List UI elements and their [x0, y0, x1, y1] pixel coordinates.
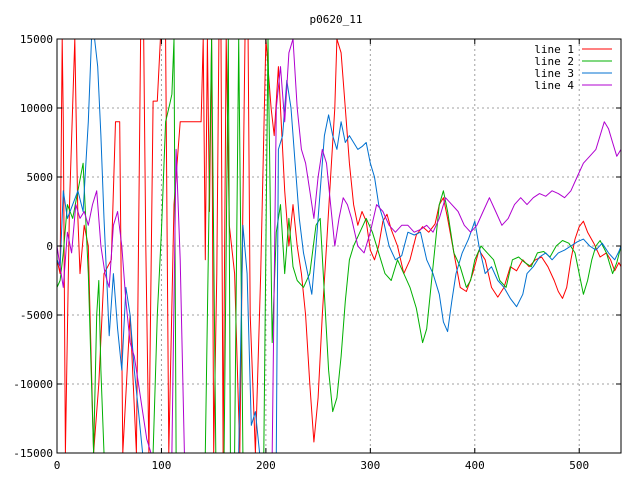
series-layer — [57, 39, 621, 453]
legend-label-2: line 2 — [534, 55, 574, 68]
x-tick-label: 100 — [152, 459, 172, 472]
y-tick-label: -5000 — [20, 309, 53, 322]
legend-label-1: line 1 — [534, 43, 574, 56]
y-tick-label: -10000 — [13, 378, 53, 391]
chart-title: p0620_11 — [310, 13, 363, 26]
series-line-2 — [57, 39, 621, 453]
legend-label-4: line 4 — [534, 79, 574, 92]
x-tick-label: 500 — [569, 459, 589, 472]
x-tick-label: 0 — [54, 459, 61, 472]
y-tick-label: 0 — [46, 240, 53, 253]
series-line-4 — [57, 39, 621, 453]
x-tick-label: 300 — [360, 459, 380, 472]
y-tick-label: 5000 — [27, 171, 54, 184]
y-tick-label: -15000 — [13, 447, 53, 460]
x-tick-label: 200 — [256, 459, 276, 472]
legend-label-3: line 3 — [534, 67, 574, 80]
series-line-3 — [57, 39, 621, 453]
grid-lines — [57, 39, 621, 453]
axes: 0 100 200 300 400 500 -15000 -10000 -5000 0 5000 10… — [13, 33, 621, 472]
y-tick-label: 15000 — [20, 33, 53, 46]
y-tick-label: 10000 — [20, 102, 53, 115]
series-line-1 — [57, 39, 621, 453]
x-tick-label: 400 — [465, 459, 485, 472]
